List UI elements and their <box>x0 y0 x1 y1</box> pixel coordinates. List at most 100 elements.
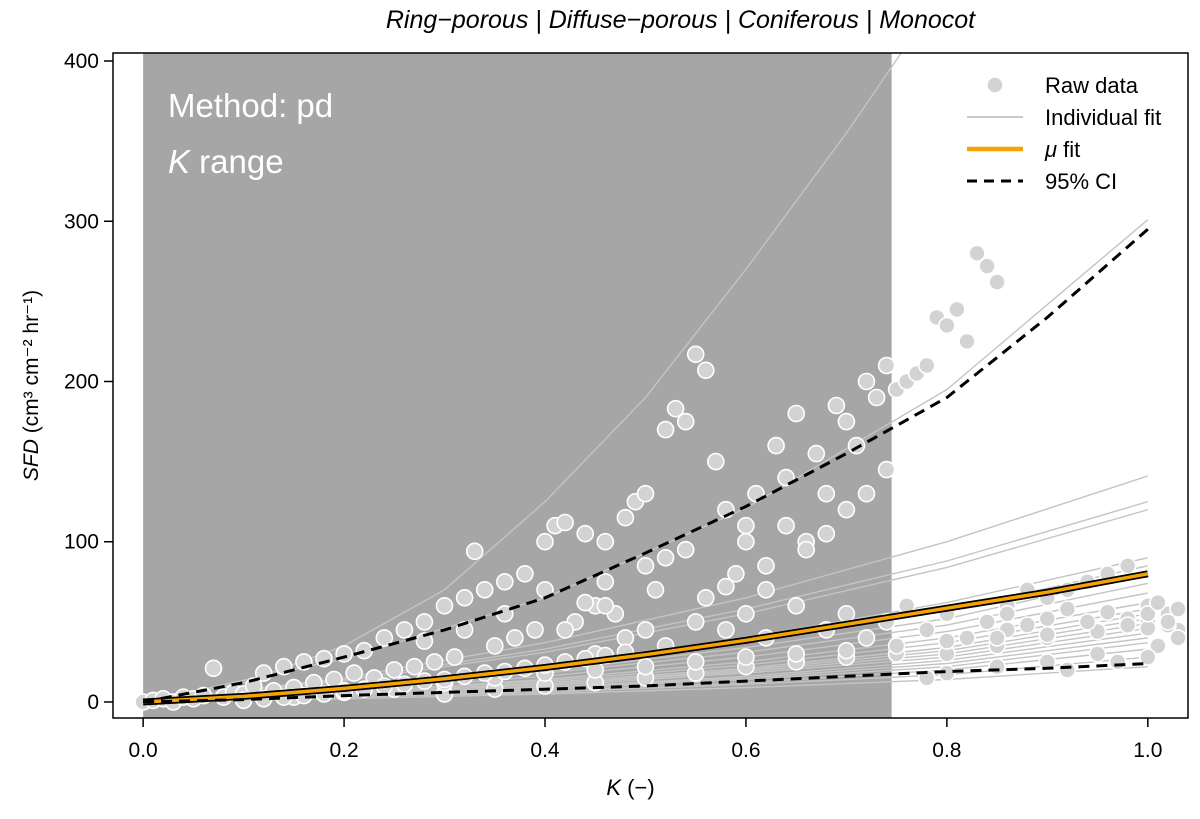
raw-data-point <box>827 396 846 415</box>
raw-data-point <box>1139 619 1157 638</box>
raw-data-point <box>988 629 1006 647</box>
raw-data-point <box>717 577 735 596</box>
raw-data-point <box>656 548 675 567</box>
raw-data-point <box>1038 653 1057 671</box>
raw-data-point <box>1108 653 1127 671</box>
raw-data-point <box>787 596 806 615</box>
raw-data-point <box>737 532 755 551</box>
legend-raw-data-marker <box>986 76 1004 94</box>
raw-data-point <box>1169 629 1187 647</box>
raw-data-point <box>1118 616 1137 634</box>
raw-data-point <box>556 513 574 532</box>
raw-data-point <box>958 332 976 351</box>
raw-data-point <box>1159 613 1177 631</box>
raw-data-point <box>757 580 775 599</box>
raw-data-point <box>556 621 574 639</box>
raw-data-point <box>596 532 615 551</box>
raw-data-point <box>837 412 856 431</box>
raw-data-point <box>988 657 1006 676</box>
raw-data-point <box>1139 648 1157 666</box>
y-tick-label: 0 <box>87 691 99 714</box>
legend-label: μ fit <box>1044 137 1080 162</box>
raw-data-point <box>355 641 374 660</box>
raw-data-point <box>1098 603 1117 622</box>
raw-data-point <box>1038 625 1057 644</box>
raw-data-point <box>375 629 394 647</box>
raw-data-point <box>435 596 454 615</box>
raw-data-point <box>837 641 856 660</box>
raw-data-point <box>988 273 1006 291</box>
raw-data-point <box>948 300 966 319</box>
x-axis-label: K (−) <box>606 775 654 800</box>
raw-data-point <box>797 540 816 559</box>
raw-data-point <box>867 388 886 407</box>
raw-data-point <box>425 653 444 671</box>
raw-data-point <box>636 556 655 575</box>
raw-data-point <box>737 604 755 623</box>
raw-data-point <box>857 629 876 647</box>
raw-data-point <box>666 399 685 418</box>
raw-data-point <box>917 621 936 639</box>
raw-data-point <box>485 637 504 655</box>
chart-title: Ring−porous | Diffuse−porous | Coniferou… <box>386 6 976 34</box>
raw-data-point <box>777 516 795 535</box>
raw-data-point <box>395 621 414 639</box>
k-range-annotation: K range <box>168 143 284 180</box>
raw-data-point <box>1149 593 1167 612</box>
raw-data-point <box>526 621 544 639</box>
plot-frame <box>112 52 1189 719</box>
raw-data-point <box>737 516 755 535</box>
k-range-symbol: K <box>168 143 192 180</box>
raw-data-point <box>857 484 876 503</box>
raw-data-point <box>345 664 363 682</box>
raw-data-point <box>506 629 524 647</box>
legend-mu-symbol: μ <box>1044 137 1057 162</box>
raw-data-point <box>536 532 554 551</box>
raw-data-point <box>455 588 474 607</box>
raw-data-point <box>385 661 404 679</box>
raw-data-point <box>1149 637 1167 655</box>
raw-data-point <box>968 244 986 263</box>
y-tick-label: 200 <box>64 370 99 393</box>
raw-data-point <box>807 444 826 463</box>
x-tick-label: 0.4 <box>530 739 560 762</box>
x-axis-label-unit: (−) <box>621 775 655 800</box>
raw-data-point <box>516 564 534 583</box>
raw-data-point <box>495 572 514 591</box>
raw-data-point <box>686 613 705 631</box>
raw-data-point <box>465 542 484 561</box>
raw-data-point <box>204 659 223 678</box>
legend-mu-text: fit <box>1057 137 1080 162</box>
raw-data-point <box>727 564 745 583</box>
raw-data-point <box>817 524 836 543</box>
x-tick-label: 0.8 <box>932 739 961 762</box>
raw-data-point <box>1038 609 1057 628</box>
raw-data-point <box>1078 613 1097 631</box>
ci-lower-line <box>143 662 1148 704</box>
raw-data-point <box>877 460 896 479</box>
legend-label: 95% CI <box>1045 169 1117 194</box>
raw-data-point <box>415 613 434 631</box>
raw-data-point <box>737 648 755 666</box>
raw-data-point <box>315 649 333 668</box>
raw-data-point <box>978 257 996 275</box>
raw-data-point <box>917 356 936 375</box>
raw-data-point <box>837 604 856 623</box>
x-tick-label: 0.0 <box>129 739 158 762</box>
x-axis-label-main: K <box>606 775 622 800</box>
raw-data-point <box>1018 616 1037 634</box>
raw-data-point <box>596 572 615 591</box>
raw-data-point <box>1058 600 1077 618</box>
raw-data-point <box>1058 661 1077 679</box>
y-axis-label-main: SFD <box>20 439 43 481</box>
raw-data-point <box>998 604 1017 623</box>
raw-data-point <box>787 404 806 423</box>
mu-fit-line <box>143 572 1149 704</box>
ci-upper-line <box>142 228 1149 704</box>
raw-data-point <box>938 632 956 650</box>
raw-data-point <box>958 629 976 647</box>
raw-data-point <box>646 580 665 599</box>
raw-data-point <box>757 556 775 575</box>
raw-data-point <box>696 588 715 607</box>
raw-data-point <box>596 596 615 615</box>
